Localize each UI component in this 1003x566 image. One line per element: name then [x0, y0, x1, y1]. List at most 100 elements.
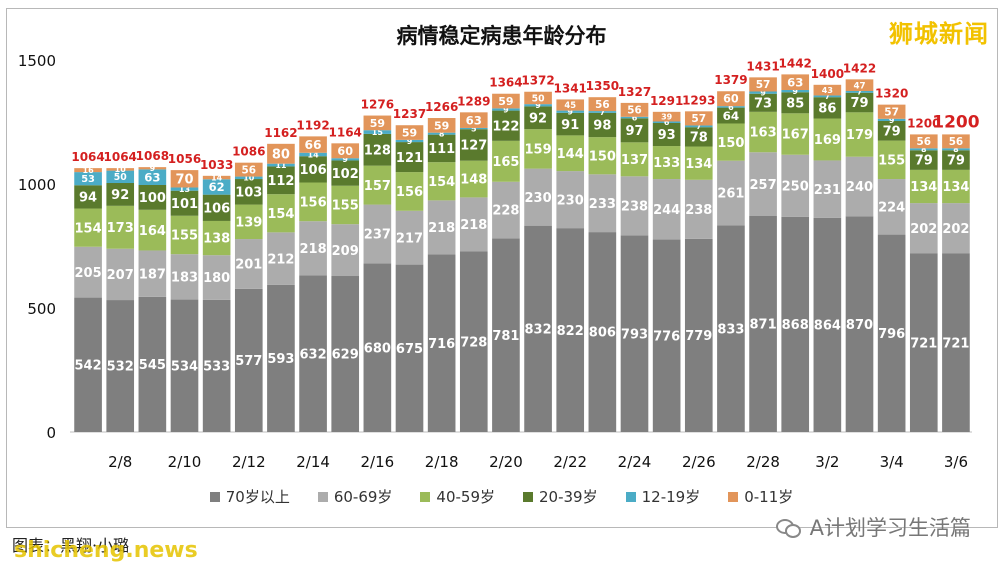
bar-segment: [202, 220, 231, 256]
bar-segment: [395, 142, 424, 173]
data-label: 127: [460, 139, 487, 154]
data-label: 133: [653, 156, 680, 171]
bar-segment: [909, 134, 938, 149]
data-label: 53: [81, 174, 95, 185]
data-label: 167: [782, 128, 809, 143]
data-label: 56: [627, 105, 641, 117]
data-label: 173: [107, 221, 134, 236]
data-label: 238: [685, 203, 712, 218]
legend-item: 0-11岁: [728, 486, 793, 507]
bar-segment: [331, 160, 360, 186]
data-label: 205: [75, 266, 102, 281]
data-label: 57: [756, 79, 771, 91]
legend-swatch: [625, 491, 636, 502]
data-label: 13: [179, 185, 190, 194]
bar-segment: [845, 79, 874, 91]
bar-segment: [717, 123, 745, 161]
bar-segment: [170, 254, 199, 300]
data-label: 202: [942, 222, 969, 237]
bar-segment: [459, 160, 488, 198]
data-label: 217: [396, 231, 423, 246]
bar-segment: [267, 232, 295, 285]
data-label: 9: [342, 155, 348, 164]
bar-segment: [781, 90, 810, 93]
bar-segment: [492, 140, 520, 182]
data-label: 629: [332, 348, 359, 363]
bar-segment: [877, 118, 906, 122]
bar-segment: [106, 168, 135, 171]
x-tick-label: 2/18: [425, 453, 459, 471]
data-label: 7: [696, 122, 702, 131]
y-tick-label: 0: [46, 424, 56, 442]
bar-segment: [588, 111, 617, 113]
bar-segment: [781, 216, 810, 432]
data-label: 244: [653, 203, 680, 218]
data-label: 155: [332, 199, 359, 214]
data-label: 79: [947, 154, 965, 169]
y-tick-label: 1000: [18, 176, 56, 194]
data-label: 545: [139, 358, 166, 373]
bar-segment: [909, 150, 938, 170]
bar-segment: [684, 179, 713, 239]
data-label: 6: [632, 113, 638, 122]
bar-segment: [459, 197, 488, 252]
bar-segment: [363, 165, 392, 205]
data-label: 11: [275, 161, 287, 170]
data-label: 9: [760, 88, 766, 97]
x-tick-label: 3/4: [880, 453, 904, 471]
bar-segment: [620, 176, 649, 236]
bar-segment: [684, 127, 713, 147]
bar-segment: [588, 97, 617, 112]
bar-segment: [106, 248, 135, 301]
data-label: 62: [209, 180, 225, 194]
bar-segment: [781, 154, 810, 217]
total-label: 1192: [296, 118, 329, 132]
data-label: 237: [364, 228, 391, 243]
data-label: 8: [921, 145, 927, 154]
data-label: 102: [332, 167, 359, 182]
data-label: 207: [107, 268, 134, 283]
bar-segment: [942, 134, 970, 149]
x-tick-label: 2/8: [108, 453, 132, 471]
data-label: 8: [953, 145, 959, 154]
data-label: 134: [910, 180, 937, 195]
bar-segment: [588, 137, 617, 175]
watermark: shicheng.news: [14, 538, 198, 563]
total-label: 1056: [168, 152, 201, 166]
bar-segment: [492, 238, 520, 432]
bar-segment: [942, 148, 970, 151]
data-label: 7: [857, 88, 863, 97]
data-label: 776: [653, 329, 680, 344]
data-label: 721: [910, 336, 937, 351]
data-label: 781: [492, 329, 519, 344]
bar-segment: [363, 130, 392, 134]
total-label: 1350: [586, 79, 619, 93]
bar-segment: [652, 239, 681, 432]
bar-segment: [652, 146, 681, 180]
bar-segment: [363, 133, 392, 166]
bar-segment: [556, 228, 585, 432]
bar-segment: [299, 275, 327, 432]
bar-segment: [684, 111, 713, 126]
bar-segment: [395, 139, 424, 143]
bar-segment: [620, 142, 649, 177]
legend-label: 12-19岁: [641, 488, 701, 506]
bar-segment: [331, 158, 360, 161]
y-tick-label: 500: [27, 300, 56, 318]
bar-segment: [813, 84, 842, 96]
legend-swatch: [728, 491, 739, 502]
bar-segment: [395, 210, 424, 265]
data-label: 98: [593, 119, 611, 134]
bar-segment: [459, 129, 488, 161]
data-label: 163: [750, 126, 777, 141]
bar-segment: [749, 111, 777, 153]
bar-segment: [652, 111, 681, 122]
data-label: 9: [150, 164, 156, 173]
total-label: 1266: [425, 100, 458, 114]
data-label: 79: [850, 96, 868, 111]
data-label: 156: [300, 196, 327, 211]
chart-title: 病情稳定病患年龄分布: [396, 24, 607, 48]
data-label: 138: [203, 232, 230, 247]
x-tick-label: 2/26: [682, 453, 716, 471]
data-label: 103: [235, 185, 262, 200]
